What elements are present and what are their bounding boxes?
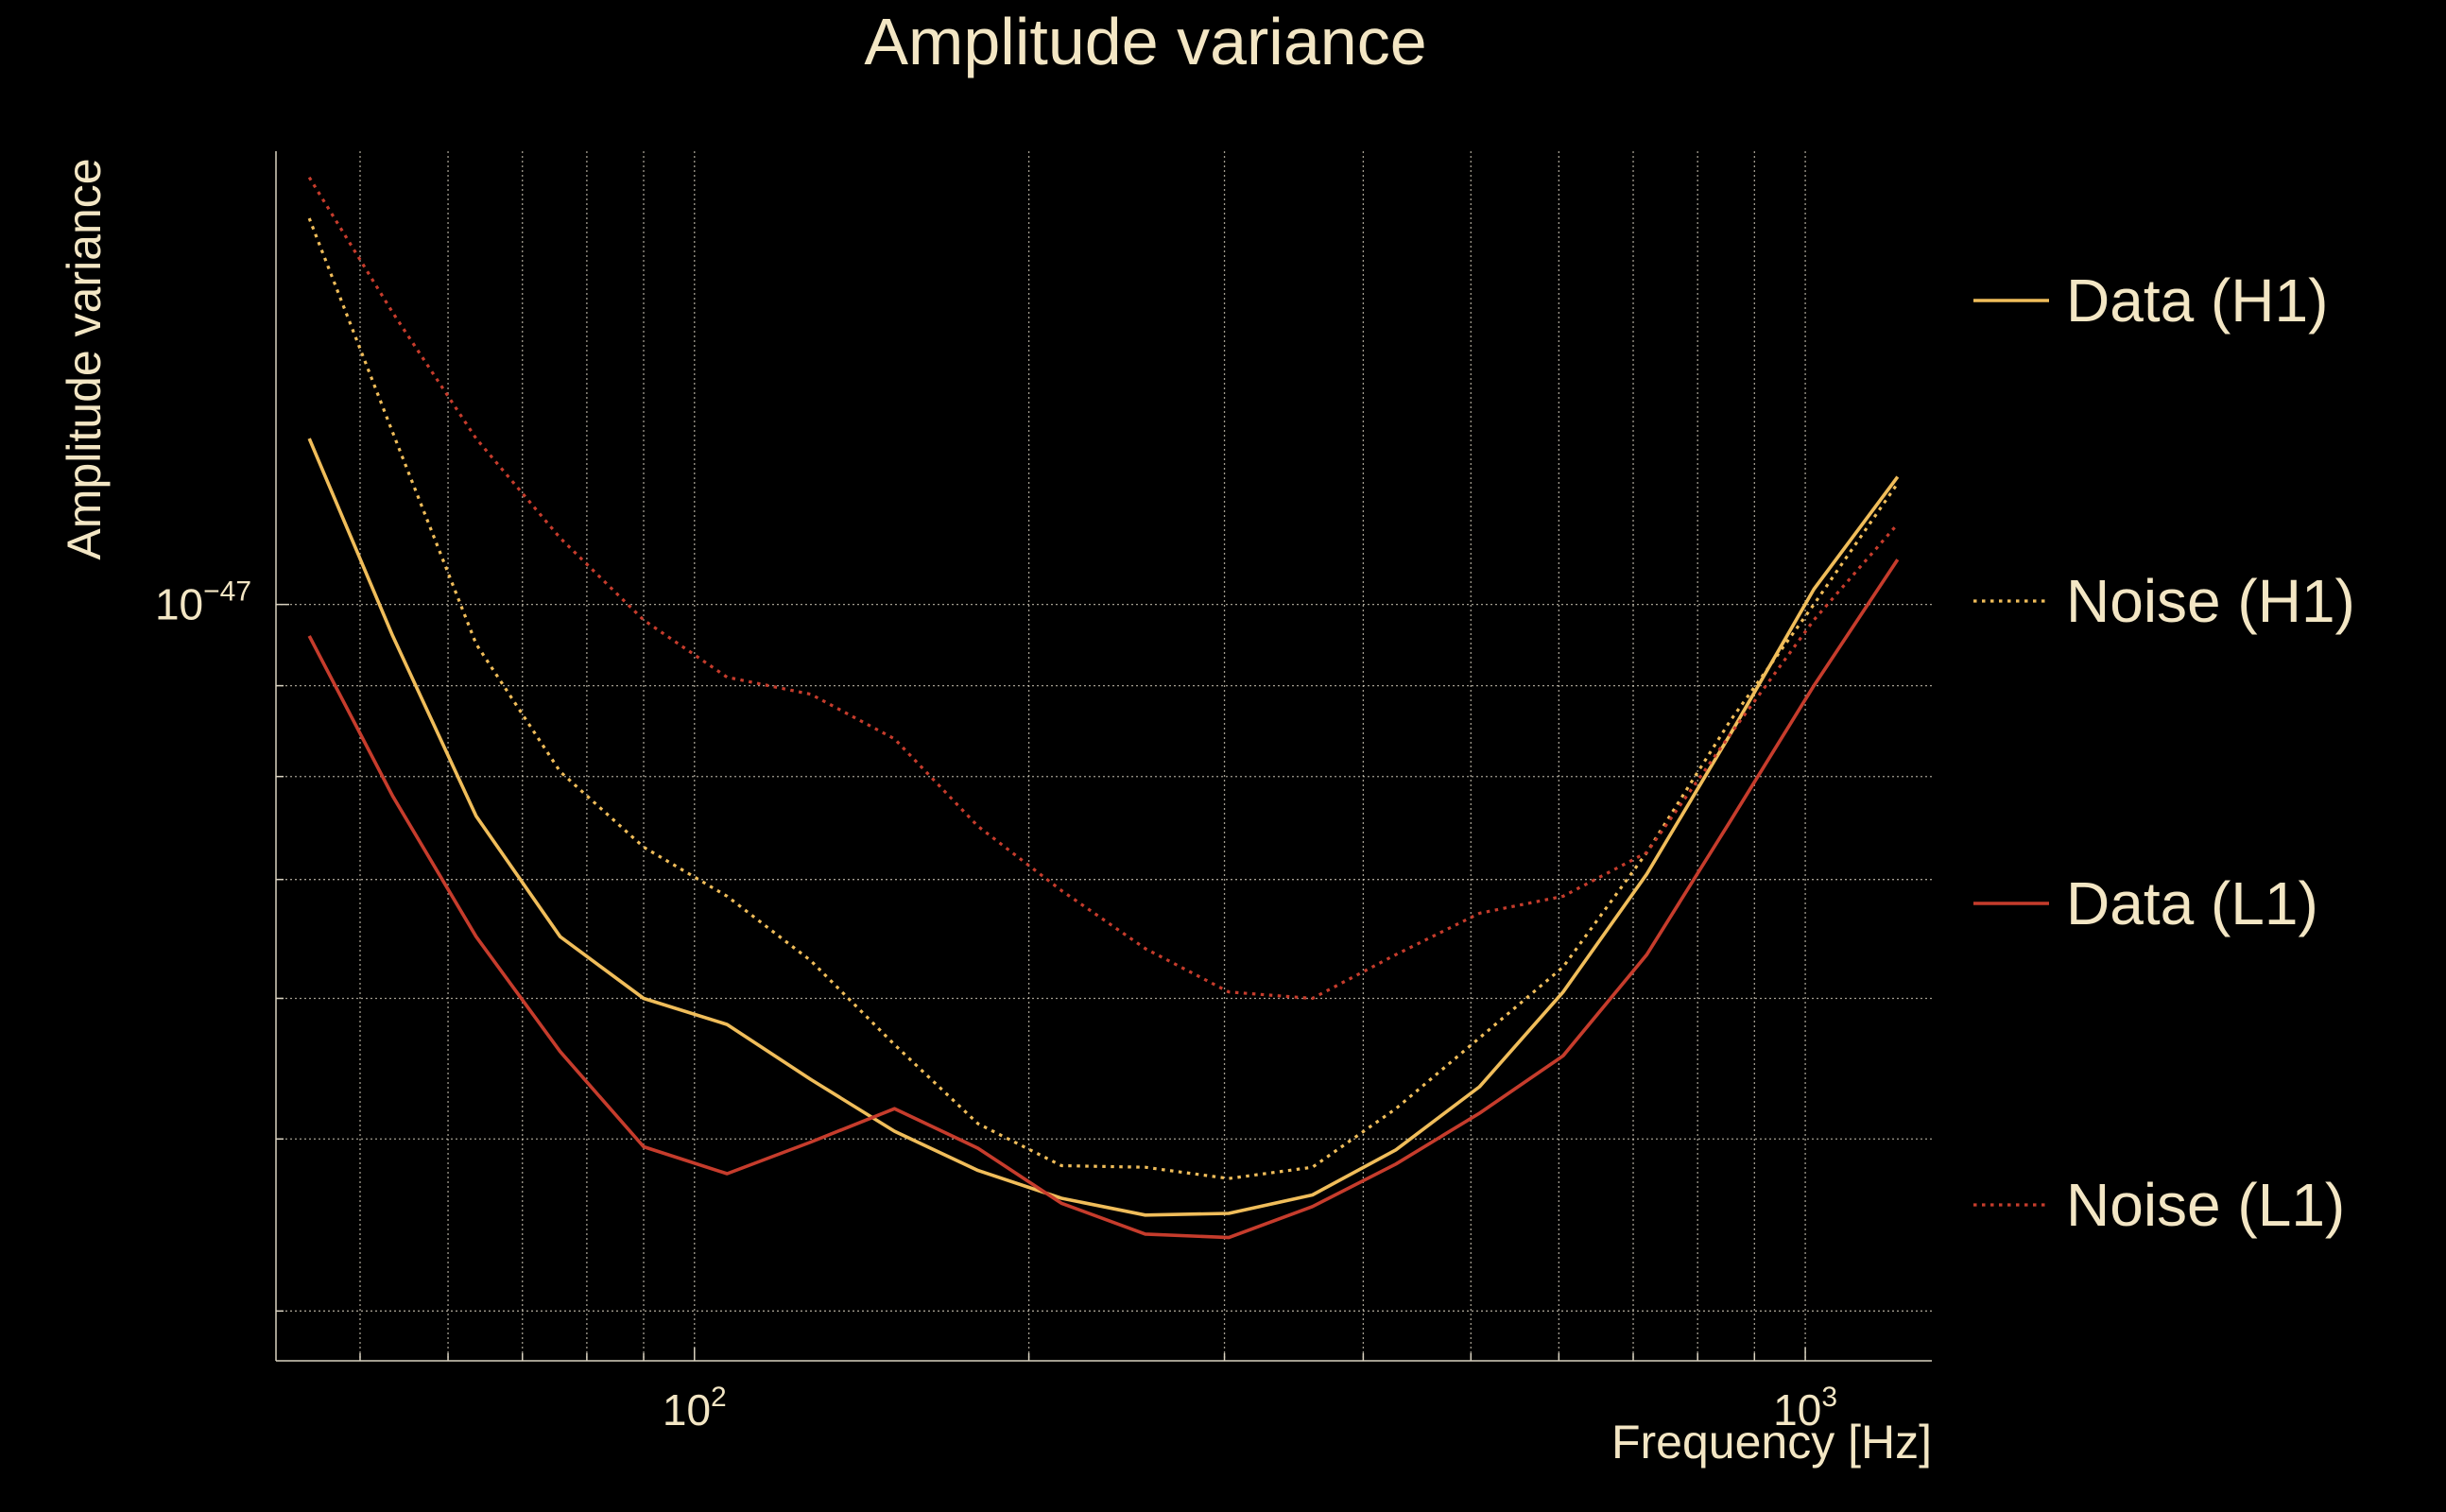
grid bbox=[276, 151, 1932, 1361]
chart-title: Amplitude variance bbox=[864, 5, 1426, 78]
legend: Data (H1) Noise (H1) Data (L1) Noise (L1) bbox=[1973, 266, 2355, 1239]
series-line-3 bbox=[307, 558, 1900, 1240]
y-tick-label: 10−47 bbox=[155, 576, 251, 629]
x-tick-labels: 102 103 bbox=[663, 1382, 1837, 1435]
legend-item-2: Noise (H1) bbox=[1973, 567, 2355, 635]
y-tick-labels: 10−47 bbox=[155, 576, 251, 629]
legend-label: Noise (L1) bbox=[2066, 1171, 2345, 1239]
x-tick-label: 103 bbox=[1773, 1382, 1837, 1435]
legend-item-3: Data (L1) bbox=[1973, 869, 2318, 937]
series-line-4 bbox=[307, 176, 1900, 1001]
y-axis-label: Amplitude variance bbox=[58, 158, 111, 559]
legend-label: Data (H1) bbox=[2066, 266, 2328, 335]
x-tick-label: 102 bbox=[663, 1382, 727, 1435]
x-axis-label: Frequency [Hz] bbox=[1611, 1416, 1932, 1469]
legend-item-1: Data (H1) bbox=[1973, 266, 2328, 335]
axes bbox=[275, 151, 1932, 1362]
legend-label: Noise (H1) bbox=[2066, 567, 2355, 635]
legend-item-4: Noise (L1) bbox=[1973, 1171, 2345, 1239]
legend-label: Data (L1) bbox=[2066, 869, 2318, 937]
series-line-1 bbox=[307, 438, 1900, 1217]
series-line-2 bbox=[307, 217, 1900, 1180]
plot-series bbox=[307, 176, 1900, 1240]
